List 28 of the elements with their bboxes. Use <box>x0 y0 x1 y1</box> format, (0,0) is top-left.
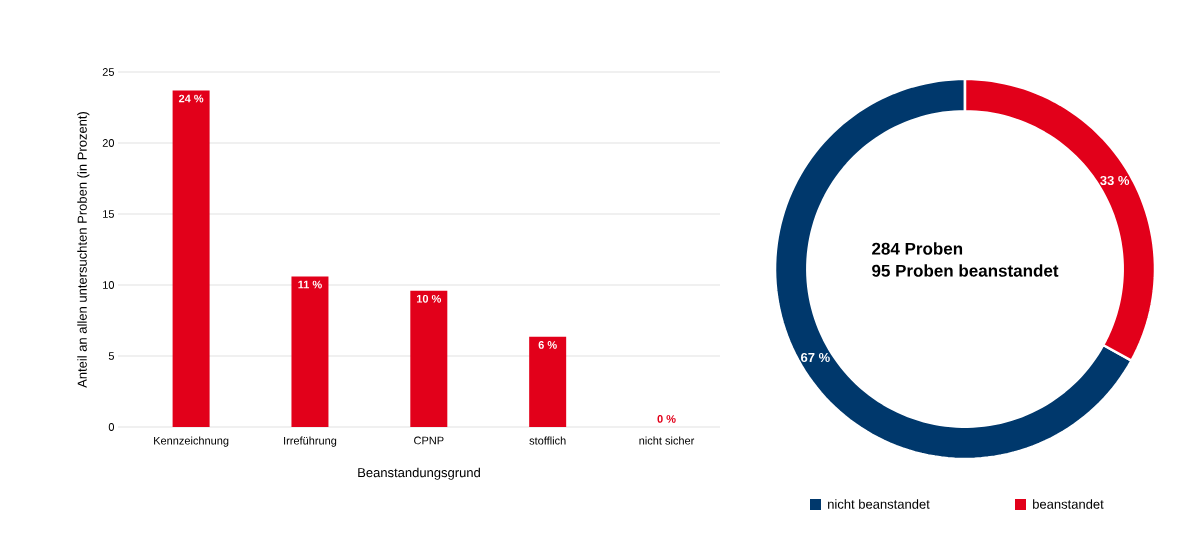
y-tick-label: 5 <box>108 352 114 360</box>
data-label: 24 % <box>178 94 204 103</box>
data-label: 33 % <box>1100 175 1130 186</box>
data-label: 10 % <box>416 294 442 303</box>
y-tick-label: 15 <box>103 210 114 218</box>
data-label: 0 % <box>657 415 676 423</box>
legend-label: nicht beanstandet <box>828 499 930 509</box>
y-tick-label: 0 <box>108 423 115 431</box>
bar <box>529 336 567 427</box>
x-tick-label: Irreführung <box>284 436 337 447</box>
bar <box>172 90 210 427</box>
x-tick-label: CPNP <box>414 436 444 445</box>
x-tick-label: nicht sicher <box>639 436 695 445</box>
x-axis-title: Beanstandungsgrund <box>358 467 480 480</box>
data-label: 6 % <box>538 341 557 349</box>
x-tick-label: stofflich <box>529 436 566 445</box>
bar <box>291 276 329 427</box>
text: 95 Proben beanstandet <box>872 264 1059 277</box>
y-axis-title: Anteil an allen untersuchten Proben (in Prozent) <box>77 111 90 388</box>
y-tick-label: 20 <box>102 139 115 147</box>
y-tick-label: 25 <box>102 68 114 76</box>
data-label: 67 % <box>801 352 830 363</box>
data-label: 11 % <box>298 280 322 289</box>
text: 284 Proben <box>872 242 963 255</box>
x-tick-label: Kennzeichnung <box>154 436 229 447</box>
bar <box>410 290 448 427</box>
y-tick-label: 10 <box>103 281 115 289</box>
legend-label: beanstandet <box>1033 499 1104 509</box>
